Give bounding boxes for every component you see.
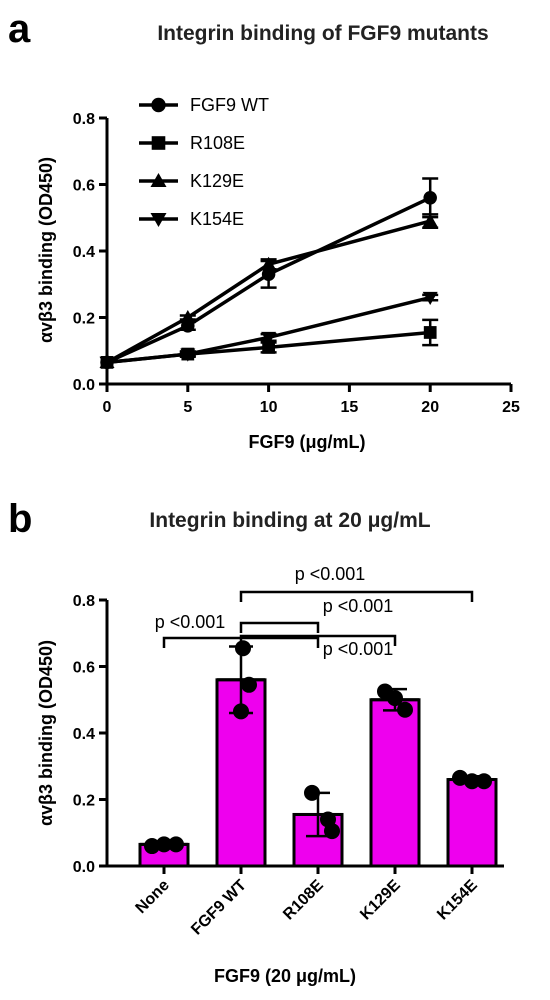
legend-label: R108E xyxy=(190,133,245,153)
legend-label: FGF9 WT xyxy=(190,95,269,115)
y-tick-label: 0.8 xyxy=(73,111,95,128)
data-point xyxy=(261,331,277,345)
panel-letter-a: a xyxy=(8,7,31,51)
panel-letter-b: b xyxy=(8,497,32,541)
y-tick-label: 0.4 xyxy=(73,244,95,261)
x-tick-label: 15 xyxy=(341,399,359,416)
replicate-point xyxy=(476,773,492,790)
legend-marker xyxy=(151,97,166,113)
y-tick-label: 0.0 xyxy=(73,859,95,876)
significance-label: p <0.001 xyxy=(323,639,394,659)
bar xyxy=(369,698,421,868)
data-point xyxy=(261,267,276,282)
replicate-point xyxy=(304,784,320,801)
replicate-point xyxy=(233,703,249,720)
x-tick-label: 20 xyxy=(421,399,439,416)
y-tick-label: 0.4 xyxy=(73,726,95,743)
y-tick-label: 0.6 xyxy=(73,660,95,677)
bar xyxy=(446,778,498,868)
chart-b-title: Integrin binding at 20 μg/mL xyxy=(149,509,430,532)
y-tick-label: 0.2 xyxy=(73,793,95,810)
legend-marker xyxy=(151,136,166,150)
replicate-point xyxy=(156,836,172,853)
replicate-point xyxy=(241,676,257,693)
replicate-point xyxy=(168,836,184,853)
data-point xyxy=(180,348,196,362)
x-tick-label: 10 xyxy=(260,399,278,416)
x-tick-label: R108E xyxy=(280,877,327,924)
significance-label: p <0.001 xyxy=(323,596,394,616)
series-line xyxy=(106,196,431,364)
y-tick-label: 0.2 xyxy=(73,311,95,328)
chart-a: 0 5 10 15 20 25 0.0 0.2 0.4 0.6 0.8 FGF9 WT R108E K12… xyxy=(73,95,520,416)
chart-a-title: Integrin binding of FGF9 mutants xyxy=(157,22,488,45)
data-point xyxy=(262,341,275,354)
x-tick-label: 25 xyxy=(502,399,520,416)
x-tick-label: None xyxy=(133,877,173,917)
replicate-point xyxy=(452,769,468,786)
data-point xyxy=(99,356,115,370)
series-line xyxy=(106,295,431,365)
data-point xyxy=(422,291,438,306)
data-point xyxy=(180,310,196,324)
replicate-point xyxy=(387,690,403,707)
y-tick-label: 0.6 xyxy=(73,178,95,195)
legend-label: K129E xyxy=(190,171,244,191)
significance-bracket xyxy=(239,621,320,633)
chart-b-ylabel: αvβ3 binding (OD450) xyxy=(36,640,56,826)
chart-a-ylabel: αvβ3 binding (OD450) xyxy=(36,157,56,343)
legend-label: K154E xyxy=(190,209,244,229)
chart-a-xlabel: FGF9 (μg/mL) xyxy=(249,432,366,452)
chart-b-xlabel: FGF9 (20 μg/mL) xyxy=(214,966,356,986)
y-tick-label: 0.0 xyxy=(73,377,95,394)
legend-marker xyxy=(150,213,167,227)
data-point xyxy=(261,256,277,270)
y-tick-label: 0.8 xyxy=(73,593,95,610)
replicate-point xyxy=(397,701,413,718)
chart-b: 0.0 0.2 0.4 0.6 0.8 None FGF9 WT R108E K129E K154… xyxy=(73,564,504,938)
significance-bracket xyxy=(239,634,397,646)
significance-label: p <0.001 xyxy=(155,612,226,632)
x-tick-label: 0 xyxy=(103,399,112,416)
x-tick-label: K154E xyxy=(434,877,481,924)
legend-marker xyxy=(150,173,167,187)
replicate-point xyxy=(144,838,160,855)
data-point xyxy=(423,326,437,339)
replicate-point xyxy=(324,823,340,840)
x-tick-label: 5 xyxy=(183,399,192,416)
x-tick-label: FGF9 WT xyxy=(188,877,250,939)
series-line xyxy=(106,219,431,364)
data-point xyxy=(422,213,438,227)
data-point xyxy=(423,191,437,205)
x-tick-label: K129E xyxy=(357,877,404,924)
replicate-point xyxy=(464,773,480,790)
replicate-point xyxy=(235,640,251,657)
significance-label: p <0.001 xyxy=(295,564,366,584)
significance-bracket xyxy=(239,590,474,602)
